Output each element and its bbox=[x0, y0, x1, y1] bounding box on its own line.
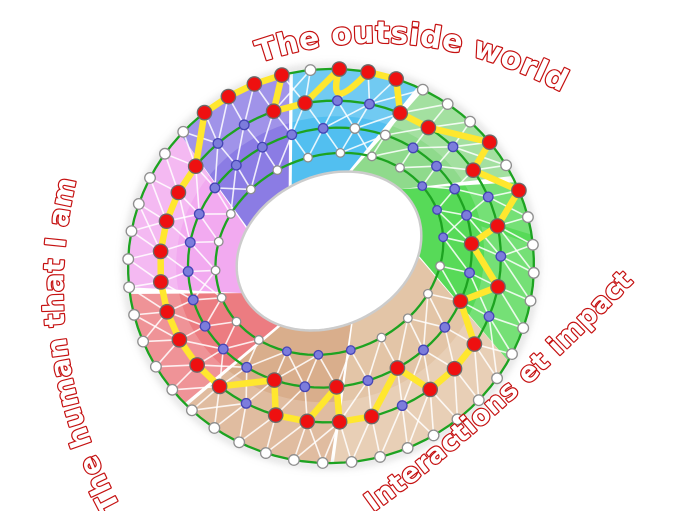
outer-highlight-band bbox=[128, 68, 534, 464]
torus bbox=[122, 61, 540, 469]
ring-4-nodes bbox=[210, 147, 449, 360]
donut-hole bbox=[235, 170, 423, 332]
label-human-that-i-am: The human that I am bbox=[37, 174, 127, 511]
red-path-nodes bbox=[152, 61, 527, 430]
sector-red bbox=[130, 293, 279, 404]
